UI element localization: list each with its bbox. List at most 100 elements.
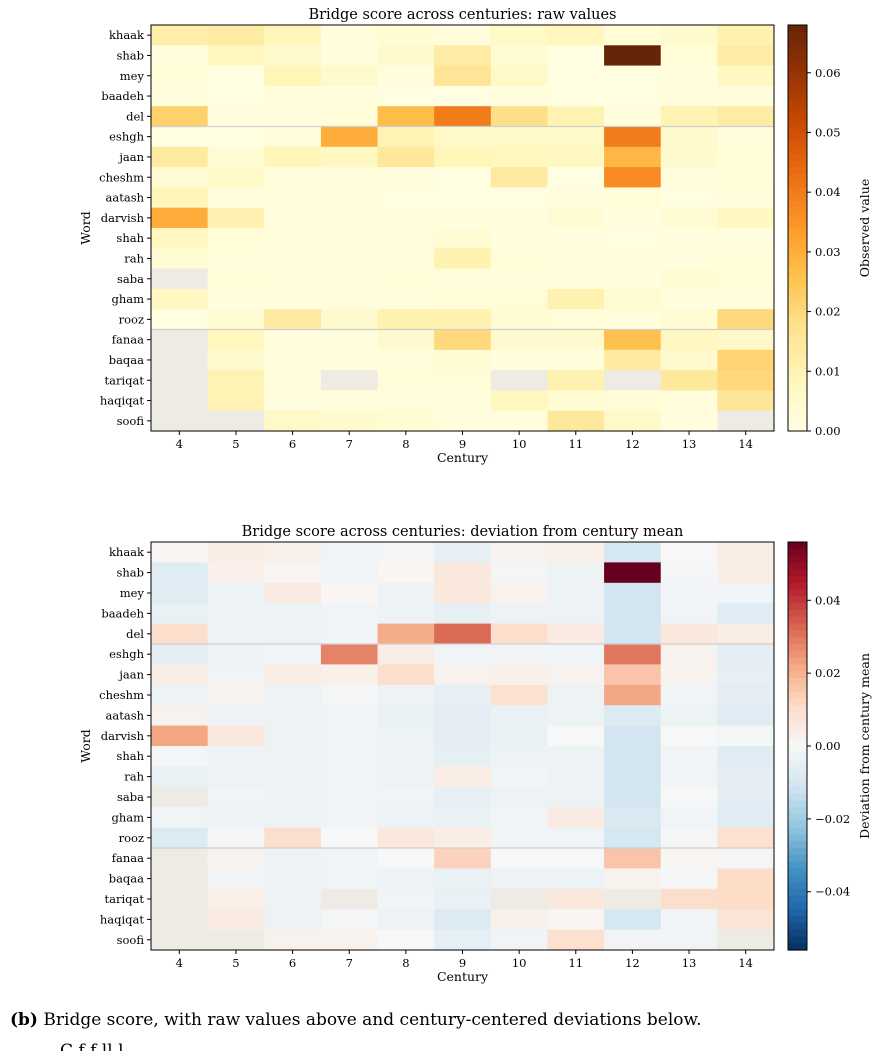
dev-cell <box>490 562 549 584</box>
dev-cell <box>320 705 379 727</box>
dev-cell <box>320 807 379 829</box>
dev-cell <box>660 786 718 808</box>
raw-cell <box>264 85 322 107</box>
raw-colorbar-segment <box>788 160 807 168</box>
raw-cell <box>377 85 435 107</box>
dev-cell <box>320 786 379 808</box>
raw-cell <box>717 65 775 87</box>
dev-cell <box>264 562 322 584</box>
raw-cell <box>151 187 209 209</box>
raw-colorbar-segment <box>788 194 807 202</box>
raw-cell <box>490 207 549 229</box>
raw-ytick-label: rah <box>124 251 144 265</box>
dev-colorbar-segment <box>788 705 807 713</box>
raw-colorbar-segment <box>788 146 807 155</box>
raw-cells <box>151 25 775 432</box>
raw-colorbar-segment <box>788 207 807 216</box>
raw-colorbar-segment <box>788 282 807 290</box>
dev-cell <box>547 786 605 808</box>
dev-cell <box>547 725 605 747</box>
raw-colorbar-tick-label: 0.04 <box>815 185 841 199</box>
raw-colorbar-tick-label: 0.01 <box>815 364 841 378</box>
dev-cell <box>264 868 322 890</box>
dev-cell <box>320 562 379 584</box>
raw-cell <box>151 309 209 331</box>
dev-cell <box>490 684 549 706</box>
dev-colorbar-segment <box>788 671 807 679</box>
dev-xtick-label: 7 <box>346 956 353 970</box>
dev-cell <box>151 623 209 645</box>
raw-cell <box>434 228 492 249</box>
raw-xtick-label: 12 <box>625 437 640 451</box>
dev-cell <box>547 542 605 563</box>
dev-cell <box>434 766 492 788</box>
dev-cell <box>207 603 265 625</box>
raw-ytick-label: tariqat <box>105 373 145 387</box>
raw-cell <box>264 228 322 249</box>
dev-xtick-label: 11 <box>568 956 583 970</box>
dev-colorbar-segment <box>788 610 807 618</box>
dev-cell <box>207 705 265 727</box>
dev-cell <box>660 888 718 910</box>
dev-cell <box>717 582 775 604</box>
dev-cell <box>490 664 549 686</box>
dev-ytick-label: gham <box>111 810 144 824</box>
dev-colorbar-segment <box>788 888 807 897</box>
raw-cell <box>151 390 209 412</box>
raw-cell <box>660 329 718 351</box>
dev-title: Bridge score across centuries: deviation… <box>242 524 684 540</box>
dev-colorbar-segment <box>788 909 807 917</box>
raw-colorbar-segment <box>788 349 807 358</box>
raw-ytick-label: mey <box>120 69 145 83</box>
dev-cell <box>604 786 662 808</box>
dev-xtick-label: 10 <box>512 956 527 970</box>
dev-cell <box>717 807 775 829</box>
raw-cell <box>717 25 775 46</box>
dev-ylabel: Word <box>78 729 93 763</box>
dev-cell <box>151 562 209 584</box>
raw-colorbar-segment <box>788 85 807 94</box>
dev-colorbar-segment <box>788 807 807 815</box>
raw-cell <box>207 146 265 168</box>
dev-colorbar-segment <box>788 902 807 910</box>
raw-cell <box>207 228 265 249</box>
dev-cell <box>377 868 435 890</box>
dev-cells <box>151 542 775 951</box>
raw-cell <box>320 309 379 331</box>
dev-cell <box>320 868 379 890</box>
raw-cell <box>207 309 265 331</box>
dev-colorbar-segment <box>788 854 807 863</box>
raw-xlabel: Century <box>437 450 489 465</box>
dev-cell <box>660 664 718 686</box>
raw-cell <box>320 268 379 290</box>
dev-cell <box>660 746 718 767</box>
raw-cell <box>151 410 209 432</box>
raw-cell <box>264 329 322 351</box>
dev-cell <box>660 623 718 645</box>
raw-ytick-label: cheshm <box>99 170 144 184</box>
raw-cell <box>717 268 775 290</box>
dev-ytick-label: cheshm <box>99 688 144 702</box>
raw-cell <box>547 85 605 107</box>
dev-cell <box>604 562 662 584</box>
dev-colorbar-segment <box>788 916 807 924</box>
dev-cell <box>151 848 209 869</box>
dev-colorbar-segment <box>788 548 807 557</box>
dev-cell <box>264 664 322 686</box>
raw-colorbar-segment <box>788 268 807 276</box>
raw-colorbar-segment <box>788 315 807 324</box>
raw-xtick-label: 6 <box>289 437 296 451</box>
dev-cell <box>320 644 379 665</box>
dev-cell <box>320 623 379 645</box>
raw-cell <box>207 268 265 290</box>
dev-colorbar-segment <box>788 922 807 931</box>
dev-colorbar-segment <box>788 841 807 849</box>
raw-xtick-label: 7 <box>346 437 353 451</box>
dev-cell <box>434 623 492 645</box>
raw-cell <box>207 25 265 46</box>
dev-colorbar-segment <box>788 562 807 570</box>
raw-cell <box>434 65 492 87</box>
dev-colorbar-segment <box>788 827 807 835</box>
dev-cell <box>377 562 435 584</box>
